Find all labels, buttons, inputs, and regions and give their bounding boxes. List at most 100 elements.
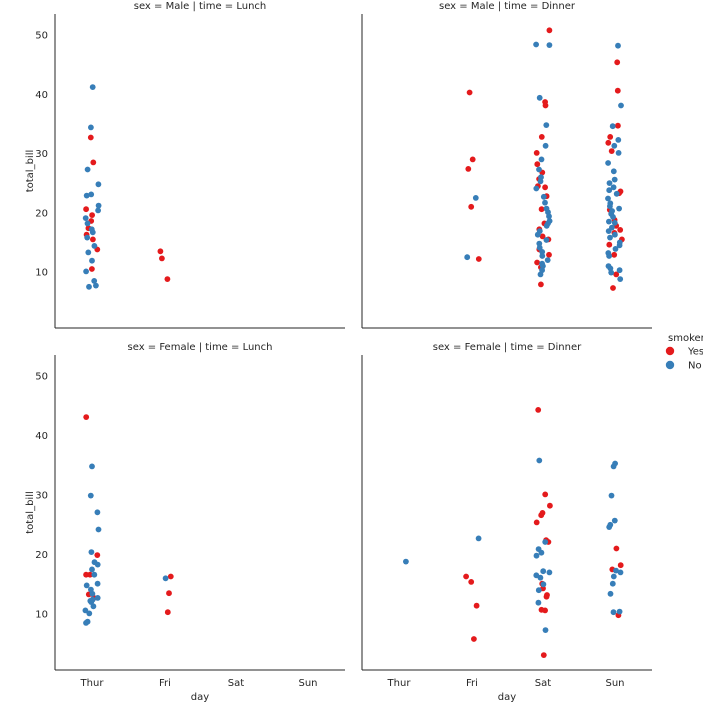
- data-point-smoker-yes: [610, 285, 616, 291]
- data-point-smoker-no: [612, 460, 618, 467]
- data-point-smoker-no: [84, 166, 91, 173]
- data-point-smoker-no: [89, 596, 96, 603]
- data-point-smoker-yes: [475, 256, 482, 262]
- data-point-smoker-no: [611, 219, 618, 226]
- data-point-smoker-yes: [87, 134, 94, 141]
- data-point-smoker-no: [539, 249, 546, 255]
- data-point-smoker-yes: [538, 281, 544, 288]
- data-point-smoker-no: [540, 581, 547, 588]
- y-tick-label: 40: [35, 431, 48, 442]
- data-point-smoker-no: [543, 122, 550, 128]
- data-point-smoker-no: [536, 240, 543, 247]
- data-point-smoker-yes: [608, 148, 615, 155]
- data-point-smoker-no: [609, 123, 616, 130]
- data-point-smoker-no: [605, 263, 612, 269]
- data-point-smoker-no: [606, 187, 613, 194]
- y-tick-label: 50: [35, 372, 48, 383]
- data-point-smoker-no: [536, 94, 543, 101]
- panel-title: sex = Male | time = Lunch: [134, 1, 267, 12]
- data-point-smoker-no: [88, 191, 95, 198]
- y-tick-label: 40: [35, 90, 48, 101]
- legend-title: smoker: [668, 333, 703, 344]
- data-point-smoker-no: [403, 558, 409, 565]
- data-point-smoker-yes: [159, 255, 165, 262]
- data-point-smoker-no: [611, 517, 618, 524]
- data-point-smoker-no: [84, 220, 91, 227]
- data-point-smoker-no: [533, 572, 540, 579]
- data-point-smoker-yes: [538, 606, 545, 613]
- legend-label: Yes: [687, 347, 703, 358]
- panel-title: sex = Female | time = Dinner: [433, 342, 582, 353]
- data-point-smoker-no: [533, 552, 540, 559]
- data-point-smoker-no: [89, 257, 95, 264]
- data-point-smoker-no: [95, 207, 101, 214]
- x-tick-label: Thur: [80, 678, 105, 689]
- data-point-smoker-no: [95, 181, 102, 188]
- data-point-smoker-yes: [466, 89, 473, 96]
- data-point-smoker-yes: [463, 573, 469, 580]
- data-point-smoker-yes: [468, 203, 475, 210]
- data-point-smoker-yes: [546, 251, 552, 258]
- data-point-smoker-no: [91, 571, 98, 578]
- data-point-smoker-yes: [615, 122, 621, 129]
- data-point-smoker-no: [535, 599, 542, 606]
- data-point-smoker-yes: [94, 552, 101, 558]
- data-point-smoker-yes: [469, 156, 476, 163]
- data-point-smoker-no: [616, 205, 622, 212]
- data-point-smoker-no: [539, 260, 545, 267]
- data-point-smoker-no: [616, 608, 623, 615]
- data-point-smoker-yes: [164, 609, 171, 616]
- data-point-smoker-yes: [535, 407, 542, 413]
- data-point-smoker-no: [605, 160, 611, 166]
- data-point-smoker-yes: [533, 519, 540, 526]
- data-point-smoker-yes: [534, 259, 540, 266]
- data-point-smoker-yes: [611, 251, 618, 258]
- data-point-smoker-no: [542, 539, 549, 545]
- data-point-smoker-no: [610, 609, 617, 616]
- data-point-smoker-no: [606, 218, 612, 225]
- data-point-smoker-no: [611, 142, 618, 149]
- data-point-smoker-no: [536, 228, 543, 235]
- data-point-smoker-yes: [89, 212, 95, 219]
- data-point-smoker-no: [540, 193, 547, 200]
- legend-marker: [665, 346, 675, 356]
- data-point-smoker-no: [84, 234, 91, 241]
- data-point-smoker-no: [162, 575, 169, 582]
- data-point-smoker-no: [94, 580, 101, 587]
- data-point-smoker-no: [607, 521, 614, 528]
- data-point-smoker-no: [542, 627, 549, 633]
- data-point-smoker-no: [88, 226, 95, 233]
- data-point-smoker-no: [83, 582, 90, 589]
- data-point-smoker-no: [87, 492, 94, 499]
- data-point-smoker-yes: [538, 134, 545, 140]
- data-point-smoker-yes: [542, 184, 548, 191]
- data-point-smoker-no: [533, 41, 539, 48]
- panel-title: sex = Male | time = Dinner: [439, 1, 576, 12]
- data-point-smoker-no: [618, 102, 624, 109]
- data-point-smoker-no: [615, 150, 622, 156]
- data-point-smoker-no: [536, 166, 542, 173]
- data-point-smoker-no: [613, 567, 619, 574]
- data-point-smoker-yes: [83, 571, 89, 578]
- data-point-smoker-no: [610, 573, 617, 580]
- legend-marker: [665, 360, 675, 370]
- data-point-smoker-yes: [90, 159, 97, 166]
- x-tick-label: Sat: [535, 678, 551, 689]
- legend-label: No: [688, 361, 702, 372]
- data-point-smoker-no: [609, 580, 616, 587]
- data-point-smoker-no: [617, 276, 624, 282]
- data-point-smoker-no: [609, 224, 615, 231]
- data-point-smoker-no: [536, 457, 543, 464]
- data-point-smoker-yes: [534, 161, 541, 168]
- data-point-smoker-yes: [613, 271, 620, 278]
- data-point-smoker-no: [607, 200, 614, 207]
- data-point-smoker-yes: [546, 27, 553, 34]
- data-point-smoker-no: [89, 84, 96, 90]
- data-point-smoker-yes: [544, 592, 550, 598]
- data-point-smoker-yes: [547, 502, 553, 509]
- x-tick-label: Fri: [159, 678, 171, 689]
- data-point-smoker-no: [91, 278, 98, 284]
- data-point-smoker-no: [538, 174, 544, 181]
- data-point-smoker-yes: [539, 233, 546, 240]
- data-point-smoker-no: [82, 215, 89, 222]
